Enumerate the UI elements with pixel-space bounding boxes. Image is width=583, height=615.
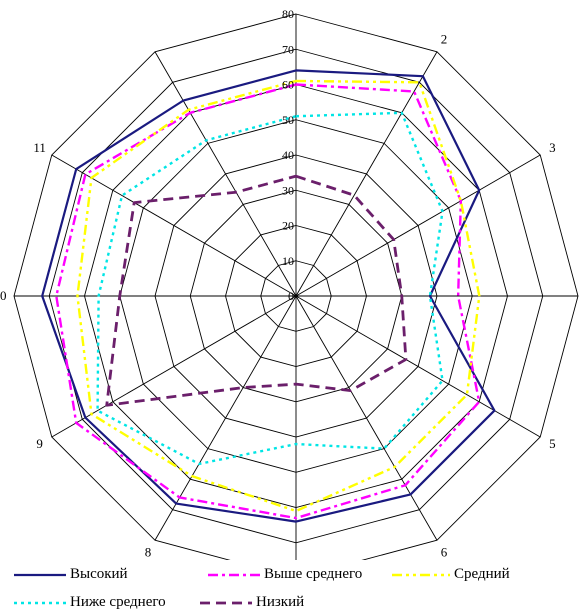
legend-swatch — [14, 601, 66, 604]
grid-spoke — [295, 295, 541, 438]
grid-spoke — [295, 295, 438, 541]
radial-tick-label: 40 — [282, 148, 294, 162]
legend-item-nizkiy: Низкий — [200, 594, 304, 611]
radar-labels: 01020304050607080234567891011 — [0, 7, 556, 559]
legend-label: Выше среднего — [264, 566, 363, 582]
series-line — [105, 174, 408, 407]
legend-label: Высокий — [70, 566, 128, 582]
legend-item-vysokiy: Высокий — [14, 566, 128, 583]
grid-spoke — [154, 51, 297, 297]
category-label: 8 — [145, 544, 152, 559]
grid-spoke — [154, 295, 297, 541]
legend-swatch — [208, 573, 260, 576]
series-line — [96, 111, 444, 466]
category-label: 10 — [0, 288, 7, 303]
radial-tick-label: 30 — [282, 183, 294, 197]
radar-grid — [13, 13, 579, 560]
legend-label: Ниже среднего — [70, 594, 166, 610]
radial-tick-label: 50 — [282, 113, 294, 127]
grid-spoke — [51, 154, 297, 297]
category-label: 9 — [36, 436, 43, 451]
radial-tick-label: 0 — [288, 289, 294, 303]
category-label: 2 — [441, 32, 448, 47]
radial-tick-label: 80 — [282, 7, 294, 21]
legend-item-nizhe-srednego: Ниже среднего — [14, 594, 166, 611]
category-label: 11 — [33, 140, 46, 155]
category-label: 5 — [549, 436, 556, 451]
radial-tick-label: 60 — [282, 78, 294, 92]
legend-swatch — [200, 601, 252, 604]
grid-spoke — [51, 295, 297, 438]
series-line — [55, 83, 481, 520]
legend: Высокий Выше среднего Средний Ниже средн… — [0, 560, 583, 615]
legend-item-sredniy: Средний — [392, 566, 510, 583]
series-line — [41, 69, 496, 523]
grid-spoke — [295, 154, 541, 297]
radial-tick-label: 10 — [282, 254, 294, 268]
category-label: 6 — [441, 544, 448, 559]
legend-swatch — [14, 573, 66, 576]
radar-series — [41, 69, 496, 523]
legend-swatch — [392, 573, 450, 576]
radial-tick-label: 20 — [282, 219, 294, 233]
radar-chart: 01020304050607080234567891011 — [0, 7, 579, 560]
grid-spoke — [295, 51, 438, 297]
category-label: 3 — [549, 140, 556, 155]
legend-label: Низкий — [256, 594, 305, 610]
radial-tick-label: 70 — [282, 42, 294, 56]
legend-label: Средний — [454, 566, 510, 582]
legend-item-vyshe-srednego: Выше среднего — [208, 566, 362, 583]
series-line — [76, 79, 481, 513]
